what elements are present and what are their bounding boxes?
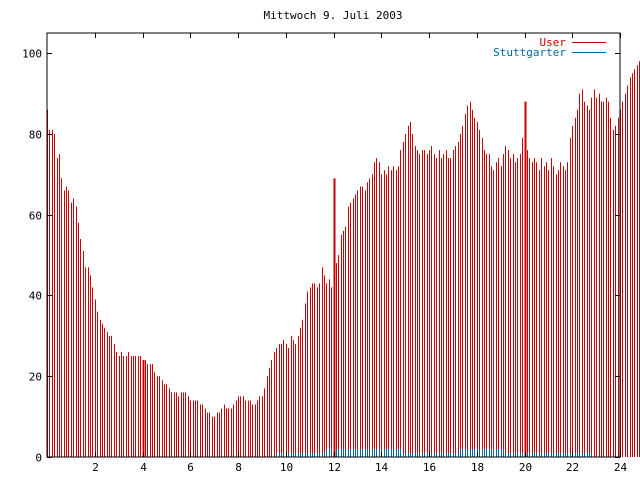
y-tick-label: 20 [29,371,42,384]
legend-label-stuttgarter: Stuttgarter [493,46,566,59]
marker-lines [142,101,527,457]
x-tick-label: 22 [566,461,579,474]
y-tick-label: 40 [29,290,42,303]
stuttgarter-bars [276,448,592,457]
x-tick-label: 20 [519,461,532,474]
legend-label-user: User [540,36,567,49]
x-tick-label: 14 [375,461,389,474]
x-tick-label: 12 [328,461,341,474]
x-tick-label: 4 [140,461,147,474]
y-tick-label: 60 [29,210,42,223]
x-tick-label: 10 [280,461,293,474]
x-tick-label: 6 [187,461,194,474]
axis-ticks [47,33,621,458]
plot-frame [46,32,621,458]
x-tick-label: 18 [471,461,484,474]
x-tick-label: 16 [423,461,436,474]
legend: User Stuttgarter [493,36,606,59]
y-tick-label: 0 [35,452,42,465]
y-tick-label: 80 [29,129,42,142]
y-tick-label: 100 [22,48,42,61]
x-tick-label: 2 [92,461,99,474]
x-tick-label: 8 [235,461,242,474]
x-tick-labels: 2 4 6 8 10 12 14 16 18 20 22 24 [92,461,627,474]
y-tick-labels: 0 20 40 60 80 100 [22,48,42,465]
x-tick-label: 24 [614,461,628,474]
chart-title: Mittwoch 9. Juli 2003 [263,9,402,22]
